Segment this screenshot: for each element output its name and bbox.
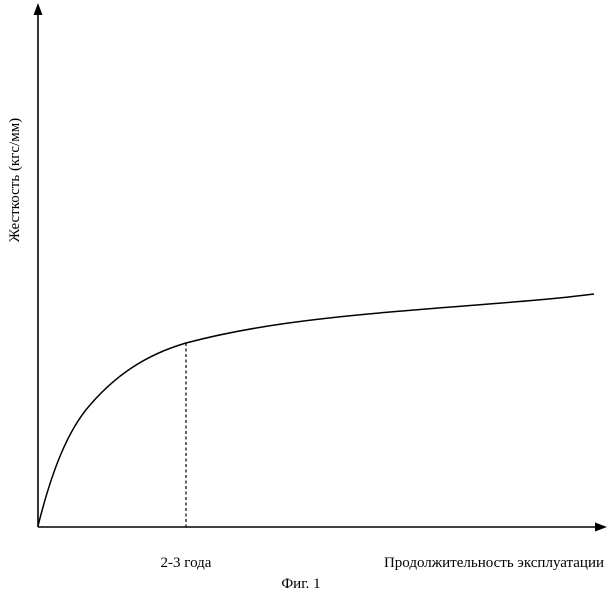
y-axis-label: Жесткость (кгс/мм): [7, 118, 23, 242]
stiffness-curve: [38, 294, 594, 526]
y-axis-arrow-icon: [34, 3, 43, 15]
x-axis-label: Продолжительность эксплуатации: [384, 555, 604, 571]
marker-label: 2-3 года: [161, 555, 212, 571]
y-axis: [34, 3, 43, 527]
x-axis-arrow-icon: [595, 523, 607, 532]
figure-caption: Фиг. 1: [281, 576, 320, 592]
x-axis: [38, 523, 607, 532]
